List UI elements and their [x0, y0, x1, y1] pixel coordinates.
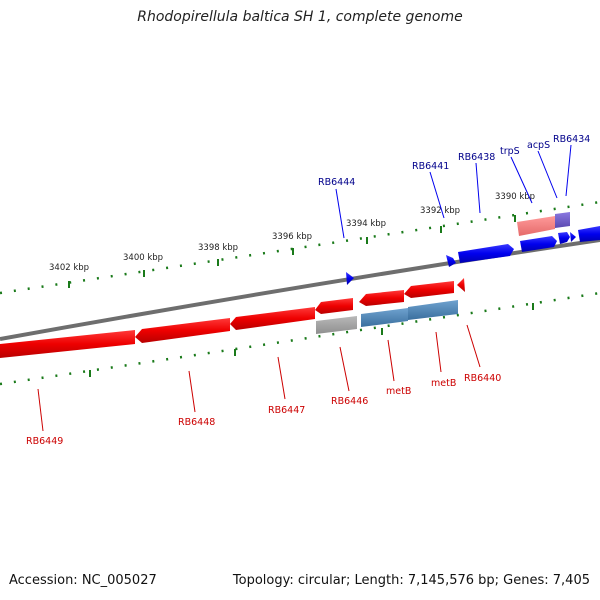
gene-metb-1	[359, 290, 404, 306]
label-leader-trps	[510, 156, 533, 204]
gene-trps	[520, 236, 557, 252]
gene-rb6448	[135, 318, 230, 343]
label-leader-metb-1	[387, 339, 395, 382]
label-leader-metb-2	[435, 331, 442, 373]
inner-scale	[0, 291, 600, 386]
scale-label: 3394 kbp	[346, 219, 386, 229]
label-leader-rb6434	[565, 144, 572, 197]
blue-highlight-bar-2	[408, 300, 458, 320]
inner-scale-line	[0, 291, 600, 386]
scale-label: 3398 kbp	[198, 243, 238, 253]
gene-label-rb6447: RB6447	[268, 405, 305, 416]
outer-scale-line	[0, 200, 600, 295]
gene-label-rb6438: RB6438	[458, 152, 495, 163]
scale-label: 3402 kbp	[49, 263, 89, 273]
gene-rb6446	[315, 298, 353, 314]
label-leader-rb6446	[339, 346, 350, 392]
gene-label-rb6449: RB6449	[26, 436, 63, 447]
gene-label-rb6444: RB6444	[318, 177, 355, 188]
highlight-bars	[316, 300, 458, 334]
label-leader-rb6441	[429, 171, 445, 219]
gene-rb6444	[346, 272, 354, 285]
forward-strand-genes	[346, 226, 600, 285]
gene-label-rb6441: RB6441	[412, 161, 449, 172]
gene-rb6440	[457, 278, 465, 292]
gene-metb-2	[404, 281, 454, 298]
purple-highlight-bar	[555, 212, 570, 228]
genome-backbone	[0, 238, 600, 341]
scale-label: 3400 kbp	[123, 253, 163, 263]
accession-label: Accession: NC_005027	[9, 573, 157, 588]
pink-highlight-bar	[517, 216, 555, 236]
label-leader-rb6449	[37, 388, 44, 432]
gene-label-metb-2: metB	[431, 378, 456, 389]
gene-rb6447	[230, 307, 315, 330]
scale-label: 3390 kbp	[495, 192, 535, 202]
scale-label: 3392 kbp	[420, 206, 460, 216]
gene-acps	[558, 232, 570, 244]
gene-acps-end	[570, 232, 576, 242]
label-leader-rb6448	[188, 370, 196, 413]
label-leader-rb6438	[475, 162, 481, 214]
gene-rb6449	[0, 330, 135, 358]
gene-label-metb-1: metB	[386, 386, 411, 397]
gene-rb6438	[458, 244, 514, 263]
map-title: Rhodopirellula baltica SH 1, complete ge…	[137, 9, 463, 25]
gene-label-rb6440: RB6440	[464, 373, 501, 384]
grey-highlight-bar	[316, 316, 357, 334]
label-leader-rb6444	[335, 188, 345, 239]
gene-label-trps: trpS	[500, 146, 520, 157]
gene-label-acps: acpS	[527, 140, 550, 151]
gene-label-rb6446: RB6446	[331, 396, 368, 407]
label-leader-acps	[537, 150, 558, 199]
label-leader-rb6447	[277, 356, 286, 400]
gene-rb6434	[578, 226, 600, 242]
blue-highlight-bar-1	[361, 308, 408, 327]
reverse-strand-genes	[0, 278, 465, 358]
gene-rb6441	[446, 255, 456, 267]
scale-label: 3396 kbp	[272, 232, 312, 242]
gene-label-rb6434: RB6434	[553, 134, 590, 145]
genome-summary: Topology: circular; Length: 7,145,576 bp…	[232, 573, 590, 588]
label-leader-rb6440	[466, 324, 481, 368]
outer-scale	[0, 200, 600, 295]
gene-label-rb6448: RB6448	[178, 417, 215, 428]
